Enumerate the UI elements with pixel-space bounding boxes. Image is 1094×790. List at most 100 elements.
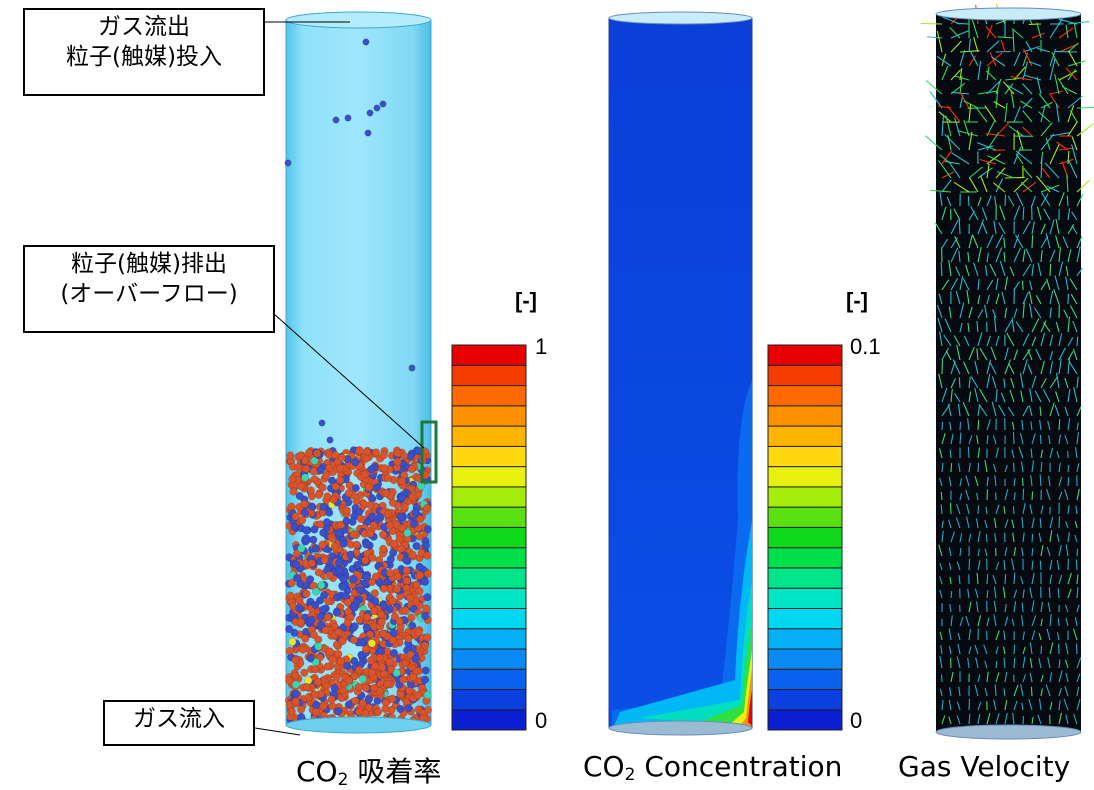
free-particle <box>380 101 386 107</box>
velocity-arrow <box>1005 574 1006 584</box>
callout-particle-outlet-line1: 粒子(触媒)排出 <box>31 249 267 279</box>
color-scale-swatch <box>768 426 842 446</box>
velocity-arrow <box>951 463 952 472</box>
color-scale-swatch <box>452 649 526 669</box>
color-scale-swatch <box>768 527 842 547</box>
concentration-scale-max: 0.1 <box>850 334 881 360</box>
velocity-arrow <box>978 505 979 514</box>
velocity-arrow <box>996 52 1011 53</box>
color-scale-swatch <box>768 446 842 466</box>
caption-concentration-sub: 2 <box>625 765 636 785</box>
velocity-arrow <box>1050 264 1051 276</box>
caption-concentration: CO2 Concentration <box>583 750 842 785</box>
color-scale-swatch <box>452 386 526 406</box>
velocity-column <box>921 4 1094 739</box>
color-scale-swatch <box>452 507 526 527</box>
free-particle <box>363 39 369 45</box>
color-scale-swatch <box>452 426 526 446</box>
velocity-arrow <box>1068 477 1069 486</box>
vel-column-bottom <box>936 725 1081 739</box>
color-scale-swatch <box>768 629 842 649</box>
velocity-arrow <box>987 574 988 584</box>
color-scale-swatch <box>452 548 526 568</box>
color-scale-swatch <box>452 608 526 628</box>
velocity-arrow <box>1014 658 1015 668</box>
caption-concentration-prefix: CO <box>583 750 625 783</box>
velocity-arrow <box>1005 177 1025 178</box>
velocity-arrow <box>1023 478 1024 486</box>
caption-adsorption-suffix: 吸着率 <box>348 755 441 788</box>
velocity-arrow <box>1076 559 1077 570</box>
color-scale-swatch <box>768 588 842 608</box>
velocity-arrow <box>978 463 979 472</box>
concentration-scale-min: 0 <box>850 708 862 734</box>
conc-column-top <box>609 12 752 24</box>
velocity-arrow <box>1032 235 1033 248</box>
velocity-arrow <box>921 24 942 25</box>
velocity-arrow <box>1068 465 1069 472</box>
velocity-arrow <box>968 447 969 458</box>
free-particle <box>374 105 380 111</box>
velocity-arrow <box>1077 644 1078 654</box>
color-scale-swatch <box>452 568 526 588</box>
velocity-arrow <box>1031 687 1032 696</box>
free-particle <box>365 130 371 136</box>
callout-gas-inlet-text: ガス流入 <box>111 704 247 734</box>
particle-bed <box>285 447 432 726</box>
callout-particle-outlet-line2: (オーバーフロー) <box>31 279 267 309</box>
color-scale-swatch <box>452 345 526 365</box>
color-scale-swatch <box>768 568 842 588</box>
caption-adsorption-prefix: CO <box>296 755 338 788</box>
color-scale-swatch <box>452 527 526 547</box>
color-scale-swatch <box>452 588 526 608</box>
free-particle <box>345 115 351 121</box>
callout-gas-outlet: ガス流出 粒子(触媒)投入 <box>23 8 265 96</box>
adsorption-scale-max: 1 <box>535 334 547 360</box>
velocity-arrow <box>957 23 969 24</box>
column-top <box>286 12 431 28</box>
velocity-arrow <box>987 489 988 500</box>
velocity-arrow <box>969 559 970 570</box>
velocity-arrow <box>1040 561 1041 570</box>
free-particle <box>327 437 333 443</box>
velocity-arrow <box>1049 587 1050 598</box>
color-scale-swatch <box>768 507 842 527</box>
velocity-arrow <box>1014 506 1015 514</box>
color-scale-swatch <box>452 487 526 507</box>
velocity-arrow <box>1032 492 1033 500</box>
color-scale-swatch <box>768 365 842 385</box>
conc-column-bottom <box>609 721 752 735</box>
concentration-column <box>609 12 752 735</box>
color-scale-swatch <box>768 487 842 507</box>
color-scale-swatch <box>768 345 842 365</box>
color-scale-swatch <box>452 710 526 730</box>
callout-gas-outlet-line2: 粒子(触媒)投入 <box>31 42 257 72</box>
velocity-arrow <box>1014 432 1015 444</box>
velocity-arrow <box>941 492 942 500</box>
color-scale-swatch <box>768 386 842 406</box>
color-scale-swatch <box>768 467 842 487</box>
vel-column-top <box>936 8 1081 20</box>
velocity-arrow <box>1077 549 1078 556</box>
velocity-arrow <box>1023 489 1024 500</box>
free-particle <box>333 117 339 123</box>
velocity-arrow <box>1005 195 1006 206</box>
callout-particle-outlet: 粒子(触媒)排出 (オーバーフロー) <box>23 245 275 333</box>
velocity-arrow <box>960 422 961 430</box>
velocity-arrow <box>978 420 979 430</box>
velocity-arrow <box>959 220 960 234</box>
velocity-arrow <box>969 699 970 710</box>
velocity-arrow <box>1032 534 1033 542</box>
free-particle <box>285 160 291 166</box>
velocity-arrow <box>1077 108 1094 109</box>
adsorption-scale-unit: [-] <box>515 288 537 314</box>
color-scale-swatch <box>768 548 842 568</box>
velocity-arrow <box>951 591 952 598</box>
color-scale-swatch <box>452 467 526 487</box>
callout-gas-outlet-line1: ガス流出 <box>31 12 257 42</box>
adsorption-scale-min: 0 <box>535 708 547 734</box>
velocity-arrow <box>1059 516 1060 528</box>
velocity-arrow <box>942 422 943 430</box>
velocity-arrow <box>1067 196 1068 206</box>
adsorption-column <box>285 12 436 733</box>
